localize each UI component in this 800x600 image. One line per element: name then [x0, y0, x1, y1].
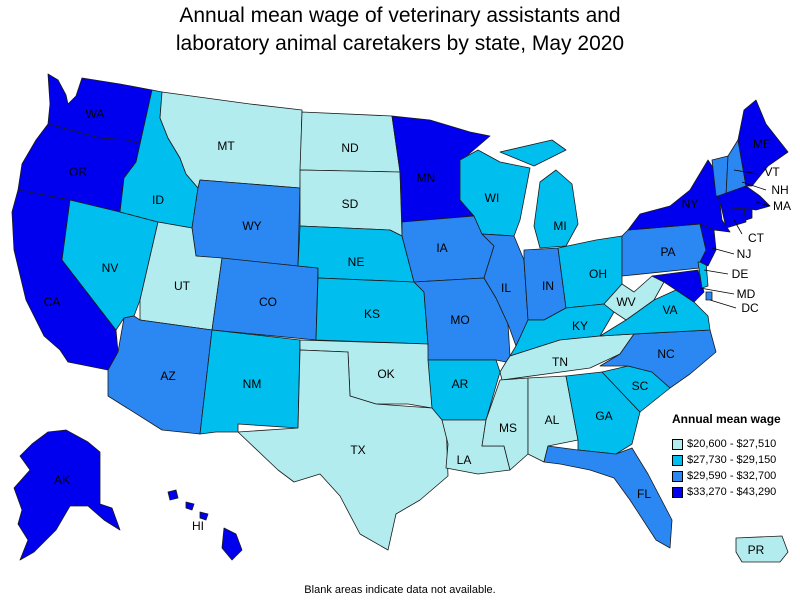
label-WV: WV	[616, 295, 635, 309]
label-NV: NV	[102, 261, 119, 275]
legend: Annual mean wage $20,600 - $27,510 $27,7…	[672, 412, 800, 500]
leader-MD	[699, 287, 735, 295]
legend-row-2: $29,590 - $32,700	[672, 468, 800, 484]
label-KS: KS	[364, 307, 380, 321]
label-MD: MD	[737, 287, 756, 301]
legend-label-3: $33,270 - $43,290	[687, 486, 777, 498]
label-VT: VT	[764, 165, 780, 179]
label-GA: GA	[595, 409, 612, 423]
state-HI[interactable]	[167, 489, 243, 561]
legend-swatch-1	[672, 454, 683, 466]
label-AR: AR	[452, 377, 469, 391]
state-labels: WA OR CA NV ID MT WY UT CO AZ NM ND SD N…	[44, 107, 791, 557]
legend-label-0: $20,600 - $27,510	[687, 438, 777, 450]
legend-swatch-0	[672, 438, 683, 450]
legend-row-0: $20,600 - $27,510	[672, 436, 800, 452]
leader-NJ	[711, 247, 735, 255]
label-HI: HI	[192, 519, 204, 533]
label-WY: WY	[242, 219, 261, 233]
label-MA: MA	[773, 199, 791, 213]
legend-row-1: $27,730 - $29,150	[672, 452, 800, 468]
label-NJ: NJ	[737, 247, 752, 261]
label-AL: AL	[545, 413, 560, 427]
label-CT: CT	[748, 231, 765, 245]
label-UT: UT	[174, 279, 191, 293]
state-IL[interactable]	[481, 233, 529, 347]
label-CA: CA	[44, 295, 61, 309]
state-TN[interactable]	[499, 333, 635, 381]
footnote: Blank areas indicate data not available.	[304, 584, 496, 596]
label-ND: ND	[341, 141, 359, 155]
label-PA: PA	[660, 245, 675, 259]
label-AK: AK	[54, 473, 70, 487]
label-PR: PR	[748, 543, 765, 557]
label-NY: NY	[682, 197, 699, 211]
legend-swatch-3	[672, 486, 683, 498]
state-MD[interactable]	[651, 269, 705, 303]
title-line-1: Annual mean wage of veterinary assistant…	[179, 4, 621, 27]
legend-title: Annual mean wage	[672, 412, 781, 426]
label-MI: MI	[553, 219, 566, 233]
label-MO: MO	[450, 313, 469, 327]
leader-DE	[703, 269, 729, 275]
label-NH: NH	[771, 183, 788, 197]
label-TX: TX	[350, 443, 365, 457]
title-line-2: laboratory animal caretakers by state, M…	[175, 32, 625, 55]
label-OK: OK	[377, 367, 394, 381]
state-ME[interactable]	[737, 99, 789, 187]
label-ME: ME	[753, 137, 771, 151]
leader-VT	[733, 169, 759, 175]
label-MN: MN	[417, 171, 436, 185]
leader-NH	[741, 181, 767, 191]
label-MS: MS	[499, 421, 517, 435]
label-SC: SC	[632, 379, 649, 393]
label-CO: CO	[259, 295, 277, 309]
state-AK[interactable]	[13, 429, 121, 561]
label-FL: FL	[637, 487, 651, 501]
legend-row-3: $33,270 - $43,290	[672, 484, 800, 500]
legend-label-1: $27,730 - $29,150	[687, 454, 777, 466]
map-title: Annual mean wage of veterinary assistant…	[0, 2, 800, 58]
state-WI[interactable]	[459, 149, 531, 237]
label-KY: KY	[572, 319, 588, 333]
state-RI[interactable]	[743, 207, 753, 221]
label-TN: TN	[552, 355, 568, 369]
label-NC: NC	[657, 347, 675, 361]
label-WI: WI	[485, 191, 500, 205]
state-PR[interactable]	[735, 535, 789, 563]
state-TX[interactable]	[237, 349, 449, 551]
label-IL: IL	[501, 281, 511, 295]
state-CT[interactable]	[721, 207, 747, 229]
label-NM: NM	[243, 377, 262, 391]
leader-CT	[733, 219, 743, 235]
leader-MA	[755, 201, 771, 207]
label-AZ: AZ	[160, 369, 175, 383]
state-DC[interactable]	[705, 291, 713, 301]
label-MT: MT	[217, 139, 235, 153]
legend-swatch-2	[672, 470, 683, 482]
label-LA: LA	[457, 453, 472, 467]
label-OH: OH	[589, 267, 607, 281]
label-VA: VA	[662, 303, 677, 317]
label-NE: NE	[348, 255, 365, 269]
label-ID: ID	[152, 193, 164, 207]
label-WA: WA	[86, 107, 105, 121]
label-DE: DE	[732, 267, 749, 281]
label-OR: OR	[69, 165, 87, 179]
label-SD: SD	[342, 197, 359, 211]
state-NC[interactable]	[599, 329, 717, 389]
state-MI[interactable]	[499, 139, 579, 249]
state-FL[interactable]	[543, 445, 673, 549]
leader-DC	[709, 299, 737, 309]
label-IN: IN	[542, 279, 554, 293]
label-IA: IA	[436, 241, 447, 255]
legend-label-2: $29,590 - $32,700	[687, 470, 777, 482]
label-DC: DC	[741, 301, 759, 315]
state-KY[interactable]	[509, 303, 615, 357]
